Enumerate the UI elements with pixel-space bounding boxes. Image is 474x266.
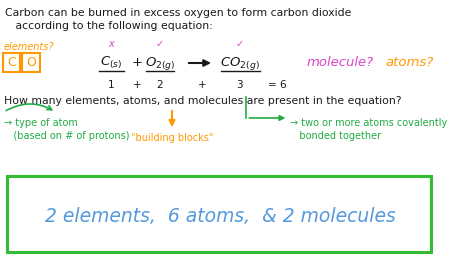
Text: "building blocks": "building blocks" <box>131 133 213 143</box>
Text: 2 elements,  6 atoms,  & 2 molecules: 2 elements, 6 atoms, & 2 molecules <box>45 207 396 227</box>
Text: 2: 2 <box>156 80 163 90</box>
Text: $\mathit{C}_{(s)}$: $\mathit{C}_{(s)}$ <box>100 55 123 71</box>
Text: ✓: ✓ <box>156 39 164 49</box>
FancyBboxPatch shape <box>8 176 431 252</box>
Text: molecule?: molecule? <box>307 56 374 69</box>
Text: according to the following equation:: according to the following equation: <box>5 21 212 31</box>
Text: +: + <box>133 80 142 90</box>
Text: elements?: elements? <box>4 42 54 52</box>
Text: = 6: = 6 <box>268 80 286 90</box>
Text: 3: 3 <box>237 80 243 90</box>
Text: $\mathit{CO}_{2(g)}$: $\mathit{CO}_{2(g)}$ <box>220 55 260 72</box>
Text: → two or more atoms covalently
   bonded together: → two or more atoms covalently bonded to… <box>290 118 447 141</box>
Text: x: x <box>109 39 114 49</box>
FancyBboxPatch shape <box>22 53 40 72</box>
Text: ✓: ✓ <box>236 39 244 49</box>
Text: → type of atom
   (based on # of protons): → type of atom (based on # of protons) <box>4 118 129 141</box>
Text: Carbon can be burned in excess oxygen to form carbon dioxide: Carbon can be burned in excess oxygen to… <box>5 8 351 18</box>
Text: +: + <box>199 80 207 90</box>
FancyBboxPatch shape <box>3 53 20 72</box>
Text: How many elements, atoms, and molecules are present in the equation?: How many elements, atoms, and molecules … <box>4 96 401 106</box>
Text: $\mathit{O}_{2(g)}$: $\mathit{O}_{2(g)}$ <box>145 55 175 72</box>
Text: O: O <box>26 56 36 69</box>
Text: +: + <box>132 56 143 69</box>
Text: C: C <box>7 56 16 69</box>
Text: atoms?: atoms? <box>386 56 434 69</box>
Text: 1: 1 <box>108 80 115 90</box>
